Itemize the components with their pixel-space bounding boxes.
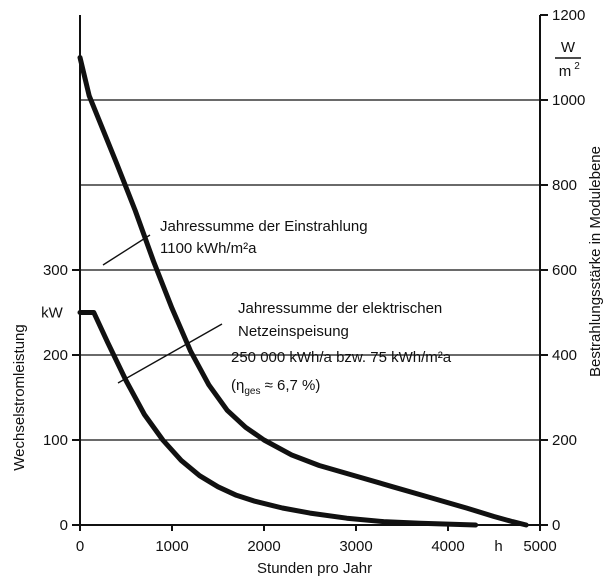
- annotations: Jahressumme der Einstrahlung 1100 kWh/m²a…: [102, 218, 452, 397]
- annotation-netz-line1: Jahressumme der elektrischen: [238, 300, 442, 317]
- series-curve-irradiance: [77, 55, 529, 528]
- right-unit-numerator: W: [561, 39, 576, 56]
- left-tick-label-300: 300: [43, 262, 68, 279]
- right-tick-label-200: 200: [552, 432, 577, 449]
- left-tick-label-100: 100: [43, 432, 68, 449]
- x-tick-label-3000: 3000: [339, 538, 372, 555]
- right-unit-denominator: m: [559, 63, 572, 80]
- axes: [72, 14, 548, 531]
- right-tick-label-800: 800: [552, 177, 577, 194]
- annotation-einstrahlung-line1: Jahressumme der Einstrahlung: [160, 218, 368, 235]
- right-tick-label-400: 400: [552, 347, 577, 364]
- annotation-eta: (ηges ≈ 6,7 %): [231, 377, 320, 397]
- right-unit-exponent: 2: [574, 61, 580, 72]
- right-tick-label-600: 600: [552, 262, 577, 279]
- right-axis-title: Bestrahlungsstärke in Modulebene: [587, 146, 604, 377]
- annotation-netz-leader: [117, 323, 223, 384]
- x-tick-label-1000: 1000: [155, 538, 188, 555]
- series-curve-ac-power: [77, 310, 479, 528]
- annotation-netz-line2: Netzeinspeisung: [238, 323, 349, 340]
- annotation-einstrahlung-leader: [102, 234, 151, 266]
- x-tick-label-4000: 4000: [431, 538, 464, 555]
- x-tick-label-0: 0: [76, 538, 84, 555]
- left-unit-label: kW: [41, 305, 64, 322]
- x-unit-label: h: [494, 538, 502, 555]
- annotation-einstrahlung-line2: 1100 kWh/m²a: [160, 240, 257, 257]
- left-tick-label-200: 200: [43, 347, 68, 364]
- series-curves: [77, 55, 529, 528]
- left-tick-label-0: 0: [60, 517, 68, 534]
- x-tick-label-2000: 2000: [247, 538, 280, 555]
- left-axis-title: Wechselstromleistung: [11, 324, 28, 470]
- right-tick-label-1200: 1200: [552, 7, 585, 24]
- right-tick-label-0: 0: [552, 517, 560, 534]
- annotation-netz-line3: 250 000 kWh/a bzw. 75 kWh/m²a: [231, 349, 452, 366]
- right-tick-label-1000: 1000: [552, 92, 585, 109]
- x-tick-label-5000: 5000: [523, 538, 556, 555]
- x-axis-title: Stunden pro Jahr: [257, 560, 372, 577]
